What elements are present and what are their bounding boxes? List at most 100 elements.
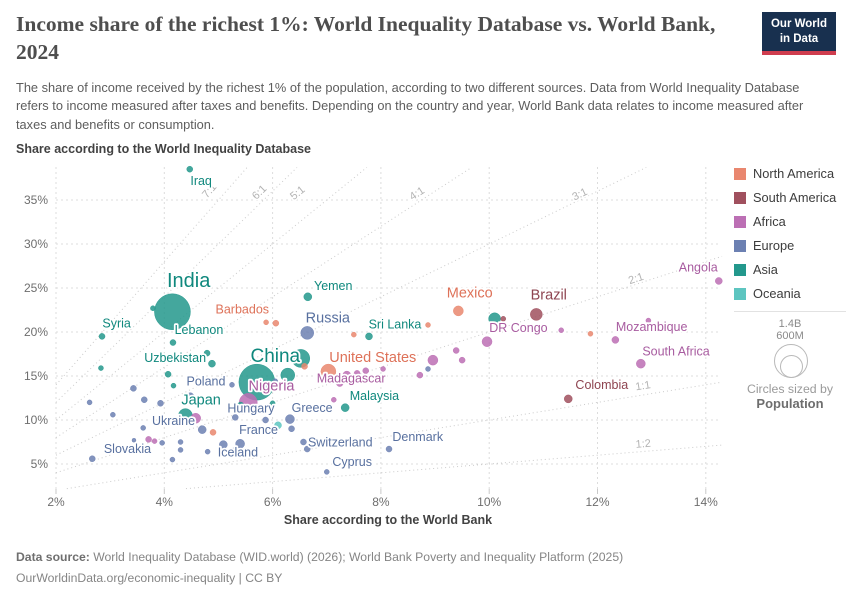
- data-point[interactable]: [452, 347, 460, 354]
- data-point-dr-congo[interactable]: [481, 336, 493, 347]
- data-point[interactable]: [145, 436, 152, 443]
- data-point[interactable]: [269, 400, 276, 407]
- data-point[interactable]: [151, 438, 158, 444]
- data-point[interactable]: [335, 379, 344, 387]
- data-point[interactable]: [331, 397, 337, 403]
- data-point[interactable]: [209, 429, 217, 436]
- data-point[interactable]: [380, 366, 386, 372]
- data-point[interactable]: [534, 323, 542, 330]
- data-point-mexico[interactable]: [453, 305, 464, 317]
- legend-item-oceania[interactable]: Oceania: [734, 286, 846, 301]
- data-point-colombia[interactable]: [564, 394, 573, 404]
- data-point[interactable]: [86, 399, 93, 406]
- data-point-poland[interactable]: [186, 392, 195, 400]
- data-point[interactable]: [288, 425, 295, 433]
- data-point[interactable]: [98, 365, 104, 371]
- data-point[interactable]: [558, 327, 564, 333]
- legend-item-europe[interactable]: Europe: [734, 238, 846, 253]
- data-point[interactable]: [177, 439, 184, 445]
- data-point[interactable]: [177, 447, 184, 453]
- data-point[interactable]: [272, 378, 279, 385]
- data-point-madagascar[interactable]: [342, 370, 352, 380]
- legend-label: South America: [753, 190, 837, 205]
- data-point[interactable]: [362, 367, 369, 374]
- data-point[interactable]: [351, 331, 357, 338]
- data-point[interactable]: [131, 437, 137, 443]
- data-point[interactable]: [458, 356, 466, 364]
- data-point[interactable]: [263, 385, 271, 392]
- data-point-mozambique[interactable]: [611, 336, 620, 344]
- data-point[interactable]: [219, 440, 228, 449]
- data-point[interactable]: [645, 317, 652, 324]
- data-point[interactable]: [425, 366, 431, 372]
- country-label-iraq: Iraq: [190, 174, 212, 188]
- legend-item-asia[interactable]: Asia: [734, 262, 846, 277]
- data-point[interactable]: [291, 349, 311, 368]
- data-point-malaysia[interactable]: [340, 403, 350, 412]
- owid-logo-line2: in Data: [779, 32, 819, 45]
- data-point[interactable]: [237, 401, 244, 409]
- chart-header: Income share of the richest 1%: World In…: [16, 10, 803, 135]
- data-point[interactable]: [229, 382, 235, 388]
- legend-item-africa[interactable]: Africa: [734, 214, 846, 229]
- footer-link[interactable]: OurWorldinData.org/economic-inequality |…: [16, 571, 283, 586]
- data-point-cyprus[interactable]: [324, 469, 330, 475]
- data-point[interactable]: [427, 354, 439, 366]
- data-point[interactable]: [280, 367, 296, 383]
- data-point-sri-lanka[interactable]: [365, 332, 373, 341]
- data-point[interactable]: [272, 319, 280, 327]
- data-point-hungary[interactable]: [262, 416, 269, 424]
- data-point-barbados[interactable]: [263, 319, 269, 326]
- data-point[interactable]: [170, 382, 177, 389]
- data-point-denmark[interactable]: [385, 445, 393, 453]
- data-point[interactable]: [231, 414, 239, 421]
- data-point-lebanon[interactable]: [169, 339, 177, 346]
- data-point[interactable]: [190, 412, 201, 424]
- legend-swatch-oc: [734, 287, 746, 300]
- data-point[interactable]: [300, 438, 307, 446]
- data-point-united-states[interactable]: [320, 363, 337, 380]
- data-point[interactable]: [587, 331, 594, 337]
- data-point-india[interactable]: [154, 293, 191, 331]
- data-point-brazil[interactable]: [530, 308, 543, 321]
- y-tick-label: 30%: [24, 237, 48, 251]
- data-point[interactable]: [130, 385, 137, 392]
- data-point[interactable]: [425, 322, 431, 328]
- data-point[interactable]: [110, 411, 116, 418]
- legend-swatch-eu: [734, 239, 746, 252]
- data-point[interactable]: [204, 448, 211, 455]
- data-point-slovakia[interactable]: [89, 455, 96, 462]
- data-point[interactable]: [159, 440, 165, 446]
- data-point-angola[interactable]: [715, 277, 723, 285]
- data-point-russia[interactable]: [300, 326, 315, 340]
- data-point-south-africa[interactable]: [636, 358, 646, 369]
- data-point-uzbekistan[interactable]: [208, 359, 216, 368]
- data-point[interactable]: [416, 371, 424, 379]
- country-label-greece: Greece: [292, 401, 333, 415]
- legend-item-north-america[interactable]: North America: [734, 166, 846, 181]
- data-point[interactable]: [169, 456, 176, 463]
- ratio-line-1:2: [185, 444, 723, 490]
- data-point-france[interactable]: [235, 439, 245, 449]
- country-label-russia: Russia: [306, 310, 351, 326]
- data-point[interactable]: [249, 426, 255, 433]
- data-point[interactable]: [203, 349, 211, 357]
- data-point[interactable]: [141, 396, 148, 404]
- data-point[interactable]: [140, 425, 146, 431]
- data-point-iraq[interactable]: [186, 165, 194, 173]
- data-point[interactable]: [500, 316, 507, 322]
- data-point-greece[interactable]: [285, 414, 295, 424]
- data-point-yemen[interactable]: [303, 292, 313, 302]
- data-point[interactable]: [157, 400, 164, 407]
- owid-logo[interactable]: Our World in Data: [762, 12, 836, 55]
- data-point[interactable]: [301, 363, 308, 370]
- data-point-switzerland[interactable]: [304, 445, 311, 453]
- data-point-syria[interactable]: [98, 333, 106, 340]
- legend-item-south-america[interactable]: South America: [734, 190, 846, 205]
- data-point[interactable]: [150, 305, 156, 311]
- data-point-ukraine[interactable]: [197, 425, 207, 434]
- data-point[interactable]: [274, 421, 282, 430]
- data-point[interactable]: [353, 370, 361, 377]
- data-point[interactable]: [164, 370, 172, 378]
- data-point-iceland[interactable]: [231, 447, 236, 453]
